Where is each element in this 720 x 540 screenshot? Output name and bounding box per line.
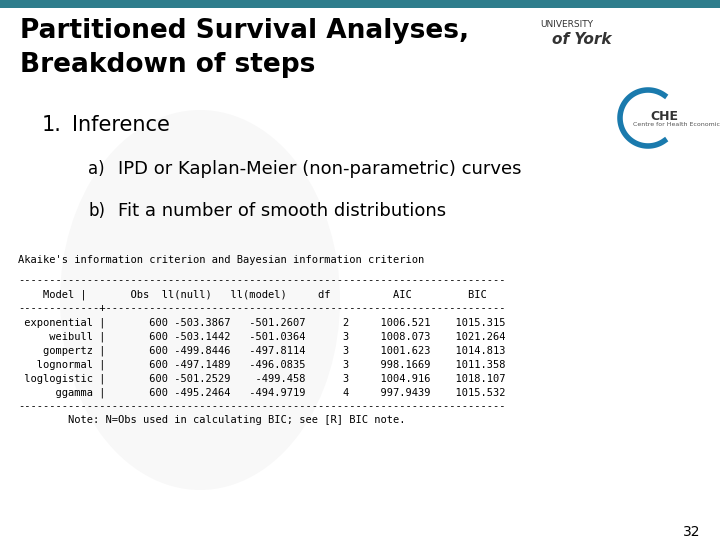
Text: of York: of York <box>552 32 611 47</box>
Bar <box>0 0 720 8</box>
Text: b): b) <box>88 202 105 220</box>
Text: a): a) <box>88 160 104 178</box>
Text: Partitioned Survival Analyses,: Partitioned Survival Analyses, <box>20 18 469 44</box>
Text: Breakdown of steps: Breakdown of steps <box>20 52 315 78</box>
Text: Model |       Obs  ll(null)   ll(model)     df          AIC         BIC: Model | Obs ll(null) ll(model) df AIC BI… <box>18 289 487 300</box>
Text: weibull |       600 -503.1442   -501.0364      3     1008.073    1021.264: weibull | 600 -503.1442 -501.0364 3 1008… <box>18 331 505 341</box>
Text: Akaike's information criterion and Bayesian information criterion: Akaike's information criterion and Bayes… <box>18 255 424 265</box>
Text: loglogistic |       600 -501.2529    -499.458      3     1004.916    1018.107: loglogistic | 600 -501.2529 -499.458 3 1… <box>18 373 505 383</box>
Text: ggamma |       600 -495.2464   -494.9719      4     997.9439    1015.532: ggamma | 600 -495.2464 -494.9719 4 997.9… <box>18 387 505 397</box>
Text: ------------------------------------------------------------------------------: ----------------------------------------… <box>18 401 505 411</box>
Text: 32: 32 <box>683 525 700 539</box>
Text: IPD or Kaplan-Meier (non-parametric) curves: IPD or Kaplan-Meier (non-parametric) cur… <box>118 160 521 178</box>
Text: ------------------------------------------------------------------------------: ----------------------------------------… <box>18 275 505 285</box>
Text: Fit a number of smooth distributions: Fit a number of smooth distributions <box>118 202 446 220</box>
Text: gompertz |       600 -499.8446   -497.8114      3     1001.623    1014.813: gompertz | 600 -499.8446 -497.8114 3 100… <box>18 345 505 355</box>
Text: CHE: CHE <box>650 110 678 123</box>
Text: exponential |       600 -503.3867   -501.2607      2     1006.521    1015.315: exponential | 600 -503.3867 -501.2607 2 … <box>18 317 505 327</box>
Text: -------------+----------------------------------------------------------------: -------------+--------------------------… <box>18 303 505 313</box>
Text: Inference: Inference <box>72 115 170 135</box>
Text: UNIVERSITY: UNIVERSITY <box>540 20 593 29</box>
Text: Note: N=Obs used in calculating BIC; see [R] BIC note.: Note: N=Obs used in calculating BIC; see… <box>68 415 405 425</box>
Text: 1.: 1. <box>42 115 62 135</box>
Ellipse shape <box>60 110 340 490</box>
Text: lognormal |       600 -497.1489   -496.0835      3     998.1669    1011.358: lognormal | 600 -497.1489 -496.0835 3 99… <box>18 359 505 369</box>
Text: Centre for Health Economics: Centre for Health Economics <box>633 122 720 127</box>
